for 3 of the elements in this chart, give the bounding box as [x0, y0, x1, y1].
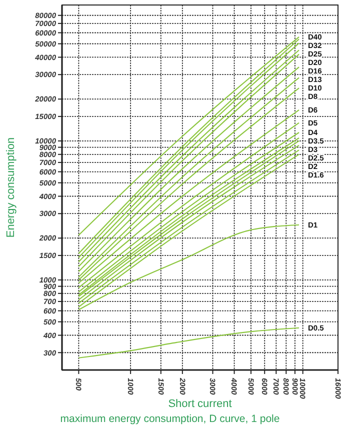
x-axis-title: Short current [168, 398, 232, 410]
text: maximum energy consumption, D curve, 1 pole [60, 413, 280, 425]
y-axis-title: Energy consumption [5, 137, 17, 238]
